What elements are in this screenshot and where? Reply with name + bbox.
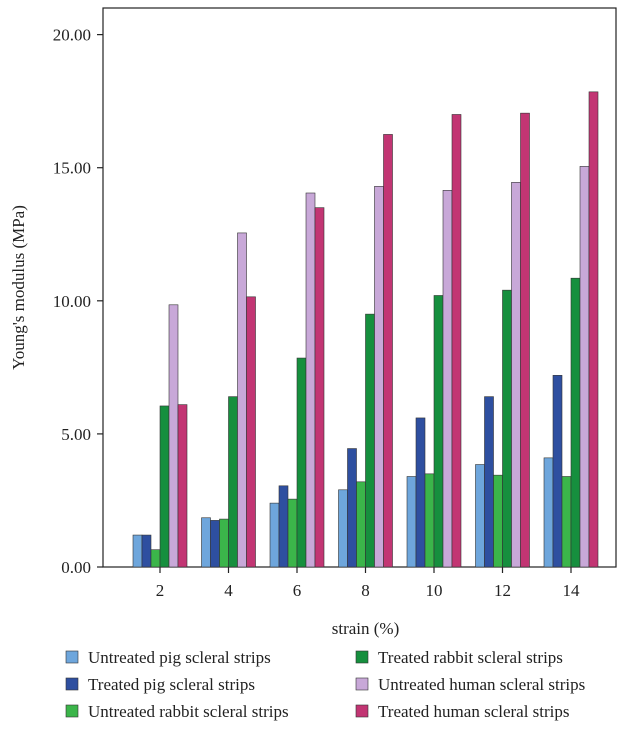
bar <box>305 192 316 568</box>
x-tick-label: 6 <box>293 581 302 600</box>
bar <box>493 474 503 568</box>
bar <box>579 166 590 568</box>
bar <box>278 485 289 568</box>
bar <box>442 190 453 568</box>
x-tick-label: 14 <box>563 581 581 600</box>
bar <box>287 498 298 568</box>
bar <box>365 313 375 568</box>
legend-label: Untreated rabbit scleral strips <box>88 702 289 721</box>
legend-label: Treated pig scleral strips <box>88 675 255 694</box>
bar <box>132 534 143 568</box>
bar <box>520 112 530 568</box>
bar <box>570 277 581 568</box>
bar <box>237 232 247 568</box>
bar <box>451 114 462 568</box>
y-tick-label: 5.00 <box>61 425 91 444</box>
bars <box>132 91 599 568</box>
bar <box>159 405 170 568</box>
bar <box>484 396 494 568</box>
bar <box>433 295 444 568</box>
bar <box>475 464 485 568</box>
bar <box>269 502 280 568</box>
bar <box>228 396 238 568</box>
bar <box>561 476 572 568</box>
bar <box>150 549 161 568</box>
bar <box>201 517 211 568</box>
bar <box>246 296 256 568</box>
legend: Untreated pig scleral strips Treated pig … <box>65 648 585 721</box>
bar <box>314 207 325 568</box>
x-tick-label: 8 <box>361 581 370 600</box>
bar <box>356 481 366 568</box>
bar <box>168 304 179 568</box>
bar <box>502 289 512 568</box>
legend-swatch <box>355 650 369 664</box>
legend-swatch <box>355 704 369 718</box>
x-tick-label: 12 <box>494 581 511 600</box>
legend-label: Treated human scleral strips <box>378 702 570 721</box>
tick-labels: 0.00 5.00 10.00 15.00 20.00 2 4 6 8 10 12 14 <box>53 26 580 600</box>
bar <box>210 520 220 568</box>
y-tick-label: 20.00 <box>53 26 91 45</box>
bar <box>374 186 384 568</box>
y-tick-label: 0.00 <box>61 558 91 577</box>
y-tick-label: 10.00 <box>53 292 91 311</box>
bar <box>588 91 599 568</box>
y-tick-label: 15.00 <box>53 159 91 178</box>
bar <box>338 489 348 568</box>
bar <box>383 134 393 568</box>
legend-label: Treated rabbit scleral strips <box>378 648 563 667</box>
x-tick-label: 10 <box>426 581 443 600</box>
bar <box>177 404 188 568</box>
bar <box>141 534 152 568</box>
bar <box>406 476 417 568</box>
bar <box>296 357 307 568</box>
bar <box>424 473 435 568</box>
x-tick-label: 2 <box>156 581 165 600</box>
y-axis-title: Young's modulus (MPa) <box>9 205 28 370</box>
bar <box>552 375 563 568</box>
bar <box>543 457 554 568</box>
bar <box>511 182 521 568</box>
legend-swatch <box>65 677 79 691</box>
legend-swatch <box>355 677 369 691</box>
legend-swatch <box>65 650 79 664</box>
legend-label: Untreated pig scleral strips <box>88 648 271 667</box>
bar <box>219 518 229 568</box>
legend-swatch <box>65 704 79 718</box>
bar <box>347 448 357 568</box>
x-tick-label: 4 <box>224 581 233 600</box>
bar <box>415 417 426 568</box>
x-axis-title: strain (%) <box>332 619 400 638</box>
legend-label: Untreated human scleral strips <box>378 675 585 694</box>
